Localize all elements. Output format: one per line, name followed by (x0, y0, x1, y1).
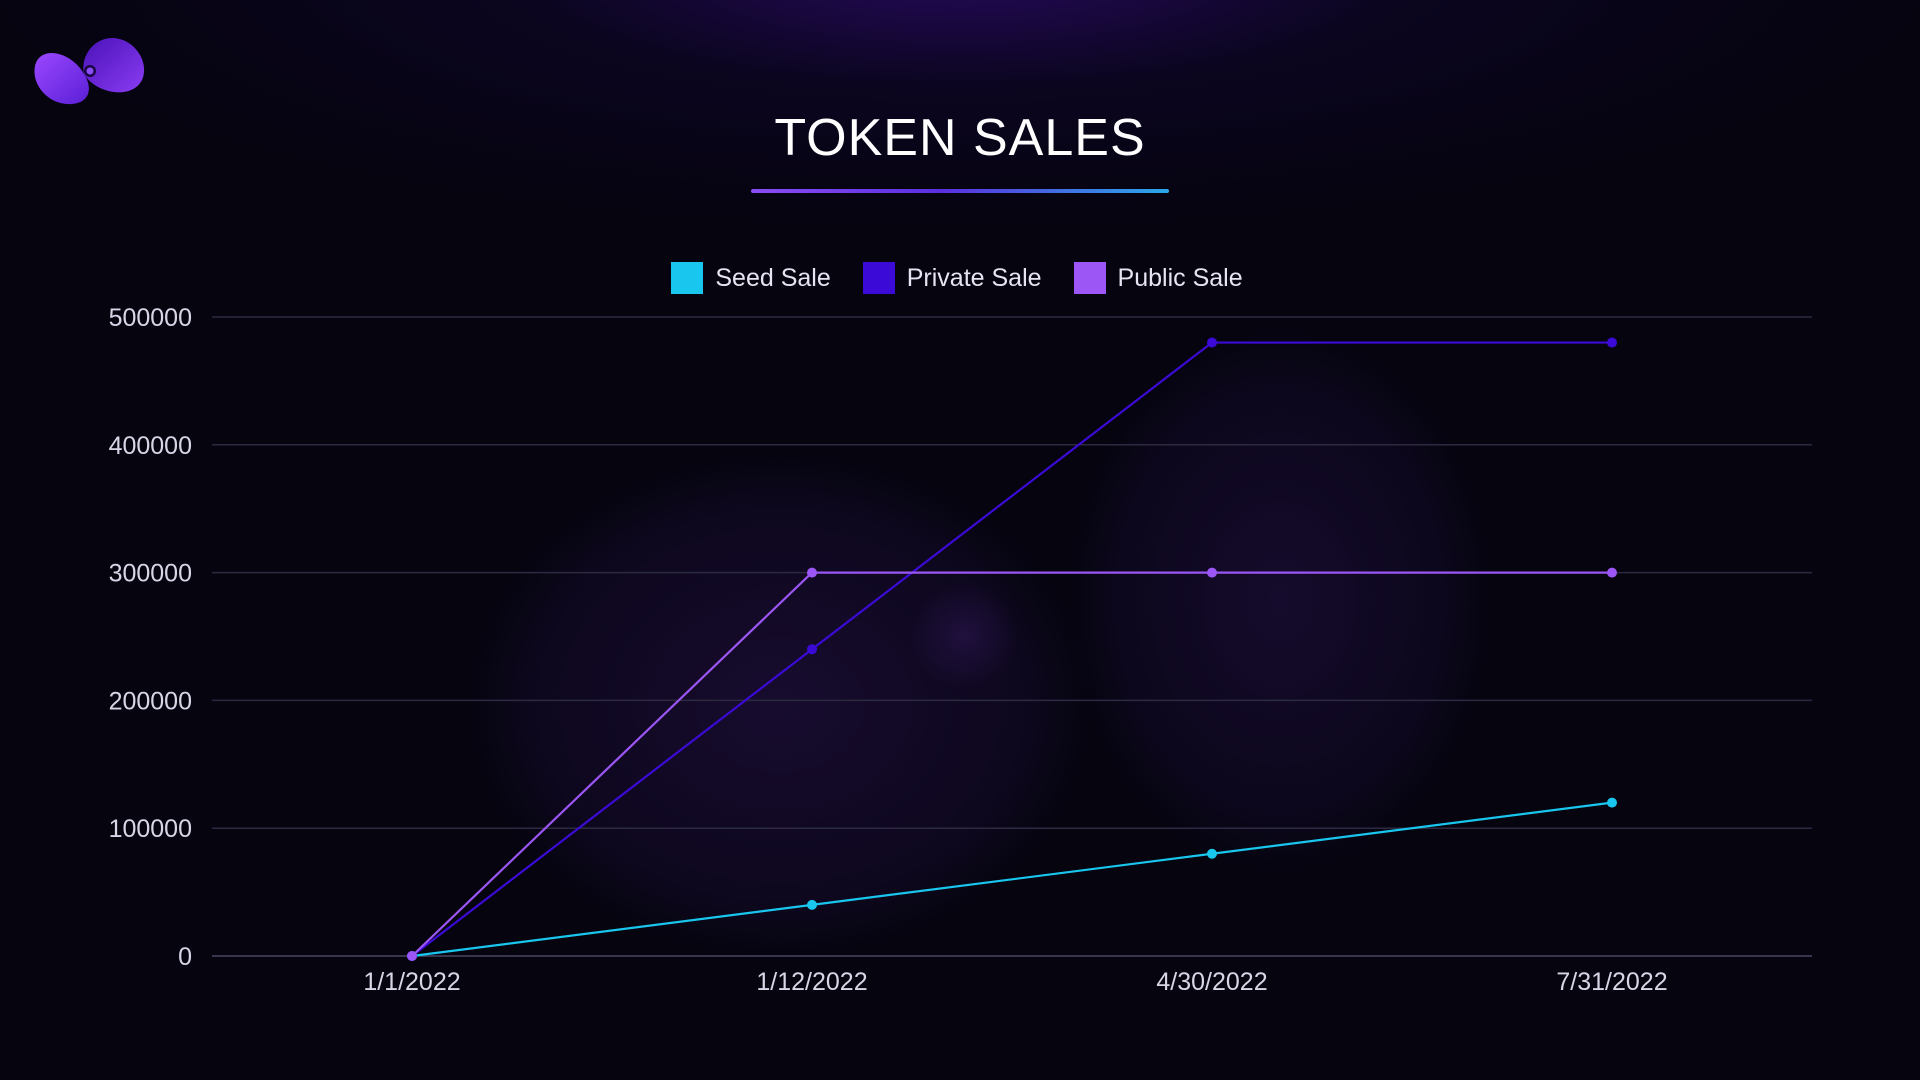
data-point-public-sale (807, 567, 817, 578)
y-tick-label: 400000 (109, 432, 192, 460)
series-line-public-sale (411, 571, 1612, 957)
data-point-private-sale (1207, 337, 1217, 348)
data-point-seed-sale (1207, 848, 1217, 859)
data-point-seed-sale (807, 899, 817, 910)
legend-swatch (862, 262, 895, 294)
x-tick-label: 4/30/2022 (1156, 968, 1267, 996)
legend-item: Public Sale (1073, 262, 1243, 294)
data-point-public-sale (1607, 567, 1617, 578)
series-line-private-sale (411, 341, 1612, 957)
title-underline (751, 189, 1169, 193)
y-tick-label: 0 (178, 943, 192, 971)
legend-item: Private Sale (862, 262, 1042, 294)
data-point-seed-sale (1607, 797, 1617, 808)
y-tick-label: 100000 (109, 815, 192, 843)
legend-swatch (1073, 262, 1106, 294)
legend-label: Private Sale (906, 263, 1042, 292)
legend-label: Seed Sale (715, 263, 831, 292)
legend-item: Seed Sale (671, 262, 831, 294)
x-tick-label: 7/31/2022 (1556, 968, 1667, 996)
swirl-logo-icon (32, 34, 146, 108)
legend-swatch (671, 262, 704, 294)
y-tick-label: 300000 (109, 560, 192, 588)
x-tick-label: 1/1/2022 (363, 968, 460, 996)
data-point-public-sale (1207, 567, 1217, 578)
legend-label: Public Sale (1117, 263, 1243, 292)
data-point-private-sale (1607, 337, 1617, 348)
y-tick-label: 500000 (109, 304, 192, 332)
chart-title: TOKEN SALES (774, 109, 1146, 167)
series-line-seed-sale (411, 801, 1613, 958)
chart-legend: Seed Sale Private Sale Public Sale (0, 262, 1917, 294)
data-point-private-sale (807, 644, 817, 655)
y-tick-label: 200000 (109, 687, 192, 715)
x-tick-label: 1/12/2022 (756, 968, 867, 996)
data-point-public-sale (407, 951, 417, 961)
